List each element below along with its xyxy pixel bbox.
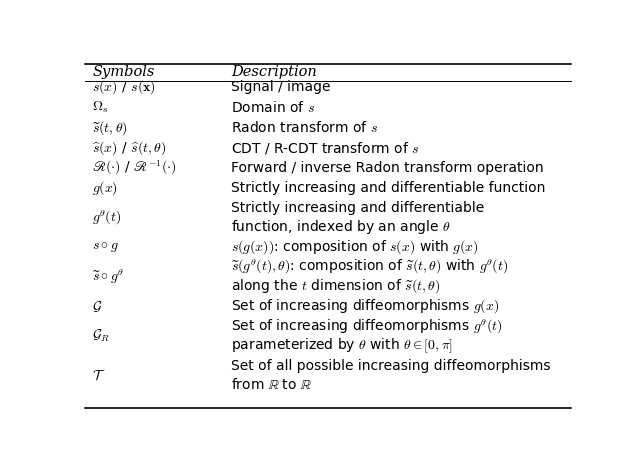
Text: Domain of $s$: Domain of $s$: [231, 100, 315, 115]
Text: Strictly increasing and differentiable function: Strictly increasing and differentiable f…: [231, 181, 546, 195]
Text: $\mathscr{R}(\cdot)$ / $\mathscr{R}^{-1}(\cdot)$: $\mathscr{R}(\cdot)$ / $\mathscr{R}^{-1}…: [92, 159, 177, 177]
Text: Description: Description: [231, 65, 317, 79]
Text: $\mathcal{G}_R$: $\mathcal{G}_R$: [92, 328, 111, 344]
Text: $\mathcal{G}$: $\mathcal{G}$: [92, 299, 103, 314]
Text: Set of all possible increasing diffeomorphisms: Set of all possible increasing diffeomor…: [231, 358, 551, 373]
Text: function, indexed by an angle $\theta$: function, indexed by an angle $\theta$: [231, 218, 451, 236]
Text: along the $t$ dimension of $\widetilde{s}(t, \theta)$: along the $t$ dimension of $\widetilde{s…: [231, 277, 440, 295]
Text: CDT / R-CDT transform of $s$: CDT / R-CDT transform of $s$: [231, 140, 420, 156]
Text: $\widetilde{s}(t, \theta)$: $\widetilde{s}(t, \theta)$: [92, 119, 128, 137]
Text: Symbols: Symbols: [92, 65, 155, 79]
Text: $g(x)$: $g(x)$: [92, 179, 118, 197]
Text: $\widehat{s}(x)$ / $\widehat{s}(t, \theta)$: $\widehat{s}(x)$ / $\widehat{s}(t, \thet…: [92, 139, 167, 157]
Text: $\Omega_s$: $\Omega_s$: [92, 100, 109, 115]
Text: $\widetilde{s}(g^{\theta}(t), \theta)$: composition of $\widetilde{s}(t, \theta): $\widetilde{s}(g^{\theta}(t), \theta)$: …: [231, 258, 509, 276]
Text: $g^{\theta}(t)$: $g^{\theta}(t)$: [92, 208, 122, 227]
Text: Set of increasing diffeomorphisms $g^{\theta}(t)$: Set of increasing diffeomorphisms $g^{\t…: [231, 317, 502, 336]
Text: parameterized by $\theta$ with $\theta \in [0, \pi]$: parameterized by $\theta$ with $\theta \…: [231, 336, 453, 355]
Text: Set of increasing diffeomorphisms $g(x)$: Set of increasing diffeomorphisms $g(x)$: [231, 297, 499, 315]
Text: Forward / inverse Radon transform operation: Forward / inverse Radon transform operat…: [231, 161, 544, 175]
Text: $\mathcal{T}$: $\mathcal{T}$: [92, 368, 106, 383]
Text: from $\mathbb{R}$ to $\mathbb{R}$: from $\mathbb{R}$ to $\mathbb{R}$: [231, 377, 312, 392]
Text: Strictly increasing and differentiable: Strictly increasing and differentiable: [231, 201, 484, 215]
Text: $s(g(x))$: composition of $s(x)$ with $g(x)$: $s(g(x))$: composition of $s(x)$ with $g…: [231, 238, 479, 256]
Text: Radon transform of $s$: Radon transform of $s$: [231, 120, 378, 135]
Text: $\widetilde{s} \circ g^{\theta}$: $\widetilde{s} \circ g^{\theta}$: [92, 267, 125, 286]
Text: $s \circ g$: $s \circ g$: [92, 240, 120, 254]
Text: Signal / image: Signal / image: [231, 81, 331, 95]
Text: $s(x)$ / $s(\mathbf{x})$: $s(x)$ / $s(\mathbf{x})$: [92, 79, 156, 96]
